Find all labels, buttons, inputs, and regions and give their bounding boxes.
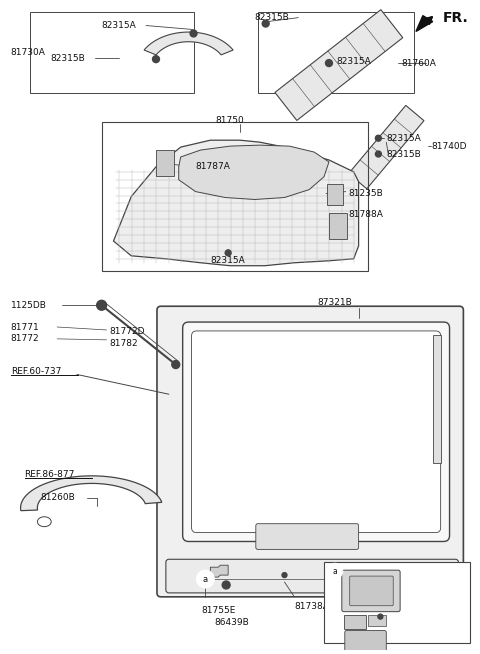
Text: 1125DA: 1125DA (390, 600, 426, 610)
FancyBboxPatch shape (256, 524, 359, 549)
Circle shape (378, 614, 383, 619)
Text: a: a (203, 575, 208, 583)
Bar (369, 615, 386, 627)
Bar (327, 184, 343, 205)
Circle shape (172, 360, 180, 368)
Text: REF.86-877: REF.86-877 (24, 470, 75, 479)
Bar (329, 213, 347, 239)
Text: 82315B: 82315B (255, 13, 289, 22)
Text: 82315A: 82315A (210, 256, 245, 266)
Text: 82315A: 82315A (102, 21, 136, 30)
Text: 81771: 81771 (11, 322, 39, 332)
Polygon shape (275, 10, 403, 120)
Polygon shape (416, 16, 433, 31)
FancyBboxPatch shape (157, 306, 463, 597)
Circle shape (282, 573, 287, 577)
Circle shape (196, 570, 214, 588)
Circle shape (222, 581, 230, 589)
Text: 81740D: 81740D (432, 142, 467, 150)
Polygon shape (144, 32, 233, 55)
Polygon shape (348, 105, 424, 189)
Text: 81235B: 81235B (349, 189, 384, 198)
Text: 87321B: 87321B (317, 298, 352, 307)
Polygon shape (113, 140, 359, 266)
Text: 81738A: 81738A (294, 602, 329, 611)
Text: a: a (333, 566, 337, 576)
Bar (433, 335, 441, 464)
Circle shape (96, 300, 107, 310)
Text: 82315B: 82315B (386, 150, 421, 158)
FancyBboxPatch shape (345, 630, 386, 652)
Text: 81787A: 81787A (195, 162, 230, 171)
Text: 81210: 81210 (367, 624, 395, 633)
Circle shape (262, 20, 269, 27)
Text: REF.60-737: REF.60-737 (11, 367, 61, 376)
Text: 81788A: 81788A (349, 210, 384, 219)
Text: 81755E: 81755E (201, 606, 236, 615)
FancyBboxPatch shape (166, 559, 458, 593)
Circle shape (190, 30, 197, 37)
Text: 86439B: 86439B (215, 618, 250, 627)
Polygon shape (179, 145, 329, 199)
Text: 82315B: 82315B (50, 54, 85, 63)
Circle shape (327, 563, 343, 579)
Circle shape (153, 56, 159, 63)
Text: 81730A: 81730A (11, 48, 46, 57)
FancyBboxPatch shape (342, 570, 400, 611)
Circle shape (375, 135, 381, 141)
Text: 82315A: 82315A (337, 57, 372, 65)
FancyBboxPatch shape (192, 331, 441, 532)
FancyBboxPatch shape (350, 576, 393, 606)
Text: 81760A: 81760A (401, 59, 436, 67)
Bar (156, 150, 174, 176)
Circle shape (225, 250, 231, 256)
Text: 81260B: 81260B (40, 494, 75, 502)
Text: 81230A: 81230A (393, 583, 428, 591)
Bar (102, 122, 369, 271)
FancyBboxPatch shape (183, 322, 450, 542)
Text: 81772: 81772 (11, 334, 39, 343)
Bar (344, 615, 366, 629)
Polygon shape (210, 565, 228, 577)
Text: FR.: FR. (443, 10, 468, 25)
Circle shape (375, 151, 381, 157)
Bar (30, 12, 193, 93)
Text: 1125DB: 1125DB (11, 301, 47, 310)
Text: 81772D: 81772D (109, 328, 145, 336)
Text: 81782: 81782 (109, 339, 138, 349)
Polygon shape (21, 476, 162, 511)
Text: 81750: 81750 (216, 116, 244, 125)
Bar (258, 12, 414, 93)
Bar (324, 562, 470, 644)
Text: 81456C: 81456C (329, 609, 364, 618)
Circle shape (325, 60, 333, 67)
Text: 82315A: 82315A (386, 133, 421, 143)
